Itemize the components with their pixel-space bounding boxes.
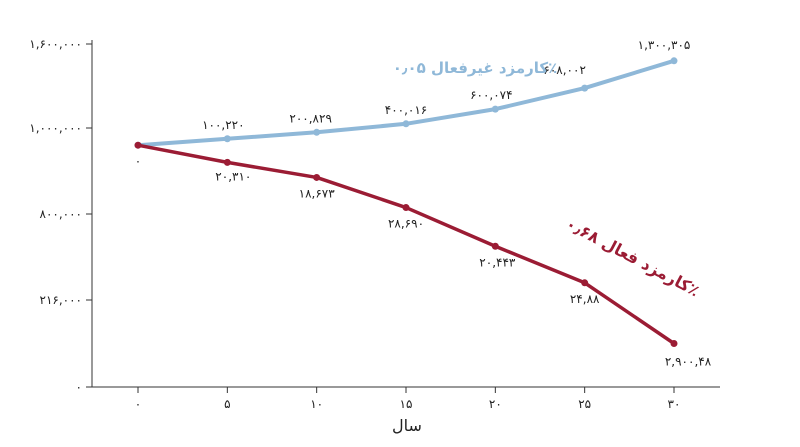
data-point [491, 242, 499, 250]
data-label: ۲۰,۴۴۳ [479, 255, 516, 269]
data-point [491, 105, 499, 113]
data-label: ۶۰۰,۰۷۴ [470, 88, 513, 102]
x-tick-label: ۳۰ [668, 397, 681, 411]
y-tick-label: ۲۱۶,۰۰۰ [40, 293, 83, 307]
series-name-passive: کارمزد غیرفعال ۰٫۰۵٪ [393, 59, 558, 77]
data-point [223, 135, 231, 143]
data-label: ۰ [135, 154, 141, 168]
series-layer: ۰ ۱۰۰,۲۲۰ ۲۰۰,۸۲۹ ۴۰۰,۰۱۶ ۶۰۰,۰۷۴ ۶۰۸,۰۰۲ ۱,۳۰… [134, 38, 712, 369]
series-name-active: کارمزد فعال ۰٫۶۸٪ [563, 214, 703, 300]
x-axis-title: سال [392, 416, 422, 435]
data-label: ۲,۹۰۰,۴۸ [665, 355, 712, 369]
data-point [581, 84, 589, 92]
y-ticks: ۱,۶۰۰,۰۰۰ ۱,۰۰۰,۰۰۰ ۸۰۰,۰۰۰ ۲۱۶,۰۰۰ ۰ [29, 37, 92, 394]
data-label: ۱۰۰,۲۲۰ [202, 118, 245, 132]
data-point [402, 204, 410, 212]
x-tick-label: ۵ [224, 397, 230, 411]
x-ticks: ۰ ۵ ۱۰ ۱۵ ۲۰ ۲۵ ۳۰ [135, 387, 681, 411]
data-label: ۶۰۸,۰۰۲ [543, 63, 586, 77]
x-tick-label: ۲۰ [489, 397, 502, 411]
data-label: ۲۰,۳۱۰ [215, 169, 251, 183]
data-point [313, 128, 321, 136]
axes [91, 40, 720, 388]
data-label: ۱۸,۶۷۳ [299, 186, 336, 200]
y-tick-label: ۱,۰۰۰,۰۰۰ [29, 121, 82, 135]
data-label: ۱,۳۰۰,۳۰۵ [638, 38, 691, 52]
x-tick-label: ۲۵ [578, 397, 591, 411]
data-label: ۲۰۰,۸۲۹ [289, 111, 332, 125]
y-tick-label: ۸۰۰,۰۰۰ [40, 207, 83, 221]
data-point [581, 279, 589, 287]
data-point [134, 141, 142, 149]
y-tick-label: ۱,۶۰۰,۰۰۰ [29, 37, 82, 51]
data-point [670, 57, 678, 65]
data-point [670, 340, 678, 347]
data-point [223, 158, 231, 166]
data-label: ۴۰۰,۰۱۶ [385, 103, 428, 117]
data-label: ۲۸,۶۹۰ [388, 217, 424, 231]
x-tick-label: ۱۰ [310, 397, 323, 411]
data-label: ۲۴,۸۸ [570, 292, 600, 306]
data-point [402, 120, 410, 128]
x-tick-label: ۰ [135, 397, 141, 411]
y-tick-label: ۰ [76, 380, 82, 394]
x-tick-label: ۱۵ [400, 397, 413, 411]
data-point [313, 173, 321, 181]
